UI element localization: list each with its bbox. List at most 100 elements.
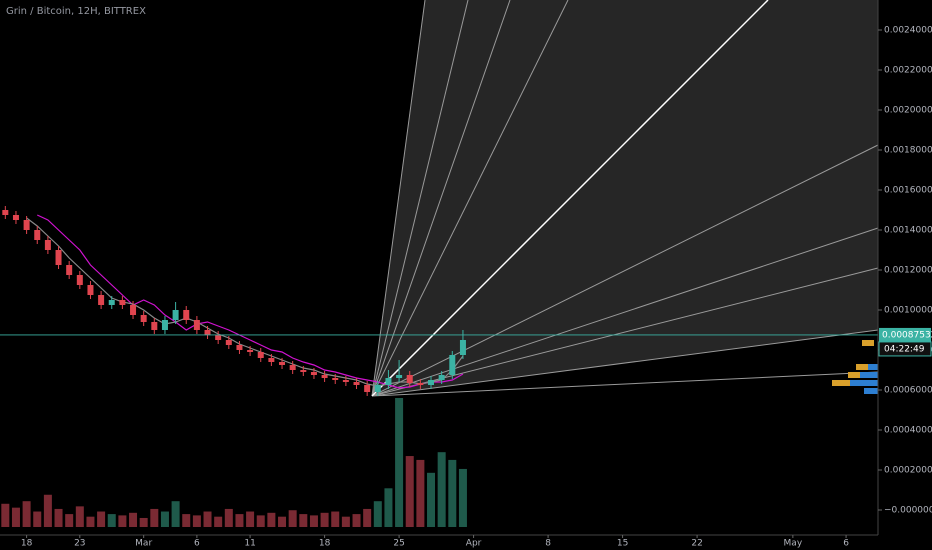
volume-bar (182, 514, 191, 527)
profile-bar (868, 364, 878, 370)
x-tick-label: 22 (691, 539, 702, 549)
candle-body (44, 240, 51, 250)
fan-line (371, 0, 569, 397)
candle-body (300, 370, 307, 372)
candle-body (332, 378, 339, 380)
volume-bar (437, 452, 446, 527)
fan-line (371, 267, 879, 397)
x-tick-label: Apr (466, 539, 482, 549)
profile-bar (864, 388, 878, 394)
candle-body (449, 355, 456, 375)
countdown-box (878, 341, 932, 357)
volume-bar (341, 516, 350, 527)
volume-bar (214, 516, 223, 527)
candle-body (161, 320, 168, 330)
candle-body (342, 380, 349, 382)
volume-bar (427, 472, 436, 527)
candle-body (119, 300, 126, 305)
countdown-label: 04:22:49 (884, 344, 925, 354)
candle-body (438, 375, 445, 380)
x-tick-label: 6 (843, 539, 849, 549)
volume-bar (448, 459, 457, 527)
last-price-box (879, 327, 931, 342)
volume-bar (107, 514, 116, 527)
volume-bar (171, 501, 180, 527)
volume-bar (384, 488, 393, 527)
fan-fill (372, 0, 878, 396)
profile-bar (850, 380, 878, 386)
candle-body (130, 305, 137, 315)
volume-bar (192, 515, 201, 527)
candle-body (172, 310, 179, 320)
x-tick-label: 6 (194, 539, 200, 549)
x-tick-label: 8 (545, 539, 551, 549)
x-tick-label: 18 (319, 539, 331, 549)
candle-body (193, 320, 200, 330)
candle-body (98, 295, 105, 305)
candle-body (364, 385, 371, 392)
volume-bar (65, 514, 74, 527)
volume-bar (299, 514, 308, 527)
volume-bar (288, 510, 297, 527)
candle-body (279, 362, 286, 365)
fan-main-line (371, 0, 769, 397)
candle-body (459, 340, 466, 355)
candle-body (12, 215, 19, 220)
profile-bar (848, 372, 860, 378)
volume-bar (395, 398, 404, 527)
fan-line (371, 329, 879, 397)
candle-body (257, 352, 264, 358)
candle-body (34, 230, 41, 240)
volume-bar (1, 503, 10, 527)
profile-bar (862, 340, 874, 346)
volume-bar (256, 515, 265, 527)
candle-body (268, 358, 275, 362)
gann-fan (371, 0, 879, 397)
moving-average (36, 214, 464, 389)
candle-body (417, 383, 424, 385)
volume-bar (22, 501, 31, 527)
volume-bar (235, 514, 244, 527)
volume-profile (832, 340, 878, 394)
candle-body (247, 350, 254, 352)
candle-body (55, 250, 62, 265)
candle-body (310, 372, 317, 375)
volume-bar (309, 515, 318, 527)
volume-bar (458, 468, 467, 527)
last-price-label: 0.00087532 (882, 330, 932, 340)
volume-bar (11, 507, 20, 527)
volume-bar (43, 494, 52, 527)
volume-bar (352, 514, 361, 527)
candle-body (236, 345, 243, 350)
volume-bar (33, 511, 42, 527)
candle-body (76, 275, 83, 285)
volume-bar (405, 456, 414, 527)
chart-title: Grin / Bitcoin, 12H, BITTREX (6, 6, 146, 17)
y-tick-label: 0.00240000 (884, 26, 932, 36)
volume-bar (97, 511, 106, 527)
x-tick-label: May (784, 539, 803, 549)
candle-body (23, 220, 30, 230)
volume-bar (129, 512, 138, 527)
candle-body (321, 375, 328, 378)
fan-line (371, 0, 426, 397)
profile-bar (856, 364, 868, 370)
y-tick-label: −0.00000000 (884, 506, 932, 516)
candle-body (225, 340, 232, 345)
candle-body (204, 330, 211, 335)
volume-bar (150, 508, 159, 527)
x-tick-label: 15 (617, 539, 628, 549)
profile-bar (860, 372, 878, 378)
volume-bar (54, 508, 63, 527)
fan-line (371, 0, 511, 397)
